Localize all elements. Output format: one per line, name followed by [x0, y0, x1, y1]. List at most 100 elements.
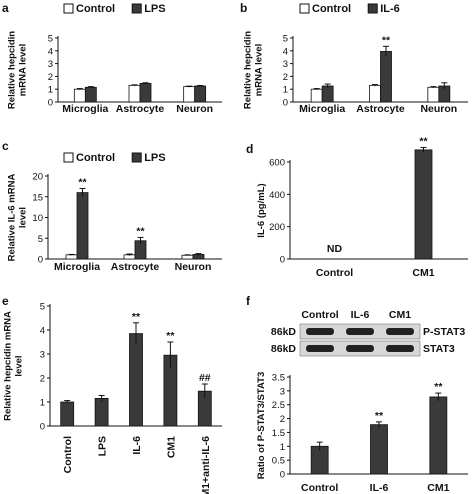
blot-protein-label: STAT3	[423, 343, 455, 355]
y-tick-label: 4	[40, 326, 45, 337]
panel-label: b	[240, 1, 247, 15]
y-tick-label: 0	[48, 98, 53, 109]
blot-band	[306, 328, 334, 335]
significance-label: **	[78, 176, 87, 188]
y-axis-label: level	[14, 355, 25, 376]
bar-control	[369, 84, 381, 103]
blot-column-label: CM1	[389, 309, 411, 321]
bar-il-6	[321, 85, 334, 103]
y-tick-label: 4	[283, 46, 288, 57]
not-detected-label: ND	[327, 243, 343, 255]
bar-lps	[84, 86, 97, 103]
blot-band	[386, 328, 414, 335]
significance-label: **	[434, 381, 443, 393]
legend-label: Control	[312, 3, 351, 15]
y-tick-label: 3	[40, 350, 45, 361]
y-tick-label: 600	[269, 158, 285, 169]
x-tick-label: CM1+anti-IL-6	[200, 436, 212, 494]
y-tick-label: 2	[283, 72, 288, 83]
y-tick-label: 5	[38, 234, 43, 245]
legend-label: LPS	[144, 3, 165, 15]
x-tick-label: Microglia	[54, 261, 100, 273]
x-tick-label: CM1	[427, 482, 449, 494]
significance-label: **	[132, 311, 141, 323]
y-axis-label: Relative hepcidin	[243, 31, 254, 109]
x-tick-label: IL-6	[131, 436, 143, 455]
bar-control	[128, 84, 141, 103]
y-tick-label: 2	[280, 414, 285, 425]
panel-b: b Control IL-6 0 1 2 3 45 Relative hepcidin mRNA …	[240, 1, 468, 115]
bar	[429, 396, 448, 475]
panel-label: c	[2, 139, 9, 153]
significance-label: **	[419, 135, 428, 147]
y-tick-label: 1	[40, 398, 45, 409]
bar-control	[73, 88, 86, 103]
blot-column-label: IL-6	[351, 309, 370, 321]
blot-band	[386, 345, 414, 352]
y-tick-label: 0	[40, 422, 45, 433]
y-axis-label: Ratio of P-STAT3/STAT3	[256, 372, 267, 480]
panel-label: d	[246, 142, 253, 156]
x-tick-label: CM1	[165, 436, 177, 458]
bar-il-6	[380, 51, 392, 103]
y-tick-label: 3.5	[272, 373, 285, 384]
blot-size-label: 86kD	[271, 326, 297, 338]
y-tick-label: 3	[280, 386, 285, 397]
x-tick-label: Control	[316, 267, 353, 279]
y-tick-label: 5	[40, 302, 45, 313]
y-tick-label: 0.5	[272, 456, 285, 467]
y-tick-label: 2.5	[272, 400, 285, 411]
y-tick-label: 200	[269, 222, 285, 233]
bar-control	[310, 88, 323, 103]
x-tick-label: Astrocyte	[111, 261, 160, 273]
y-axis-label: IL-6 (pg/mL)	[256, 183, 267, 237]
panel-label: f	[246, 294, 251, 308]
y-axis-label: Relative IL-6 mRNA	[7, 174, 18, 262]
y-axis-label: mRNA level	[254, 44, 265, 96]
y-tick-label: 400	[269, 190, 285, 201]
western-blot: Control IL-6 CM1 86kD P-STAT3 86kD STAT3	[271, 309, 465, 357]
panel-label: e	[2, 294, 9, 308]
x-tick-label: Microglia	[62, 103, 108, 115]
x-tick-label: Astrocyte	[116, 103, 165, 115]
significance-label: **	[375, 410, 384, 422]
bar-lps	[76, 192, 89, 260]
y-tick-label: 1.5	[272, 428, 285, 439]
y-tick-label: 4	[48, 46, 53, 57]
bar-control	[183, 86, 196, 103]
panel-f: f 0 0.5 1 1.5 2 2.5 3 3.5 Ratio of P-STAT3/STAT3 C…	[246, 294, 468, 494]
x-tick-label: Neuron	[420, 103, 457, 115]
bar-control	[181, 254, 194, 260]
y-tick-label: 1	[280, 442, 285, 453]
legend-label: LPS	[144, 152, 165, 164]
y-tick-label: 0	[280, 470, 285, 481]
x-tick-label: LPS	[97, 436, 109, 456]
y-tick-label: 5	[48, 34, 53, 45]
blot-protein-label: P-STAT3	[423, 326, 465, 338]
y-tick-label: 0	[38, 255, 43, 266]
y-tick-label: 2	[40, 374, 45, 385]
y-tick-label: 15	[32, 192, 43, 203]
y-tick-label: 5	[283, 34, 288, 45]
y-tick-label: 3	[48, 59, 53, 70]
legend-label: Control	[76, 3, 115, 15]
panel-e: e 0 1 2 3 4 5 Relative hepcidin mRNA level Contro…	[2, 294, 222, 494]
bar	[370, 424, 388, 475]
significance-label: **	[166, 330, 175, 342]
x-tick-label: Neuron	[175, 261, 212, 273]
blot-band	[306, 345, 334, 352]
y-tick-label: 1	[48, 85, 53, 96]
x-tick-label: Microglia	[299, 103, 345, 115]
legend-swatch	[299, 3, 310, 14]
y-tick-label: 0	[280, 255, 285, 266]
significance-label: ##	[199, 372, 211, 384]
y-tick-label: 2	[48, 72, 53, 83]
y-tick-label: 10	[32, 213, 43, 224]
significance-label: **	[382, 34, 391, 46]
y-axis-label: Relative hepcidin mRNA	[3, 311, 14, 421]
panel-c: c Control LPS 0 5 10 15 20 Relative IL-6 mRNA lev…	[2, 139, 222, 273]
legend-swatch	[63, 3, 74, 14]
significance-label: **	[136, 225, 145, 237]
panel-label: a	[2, 1, 9, 15]
